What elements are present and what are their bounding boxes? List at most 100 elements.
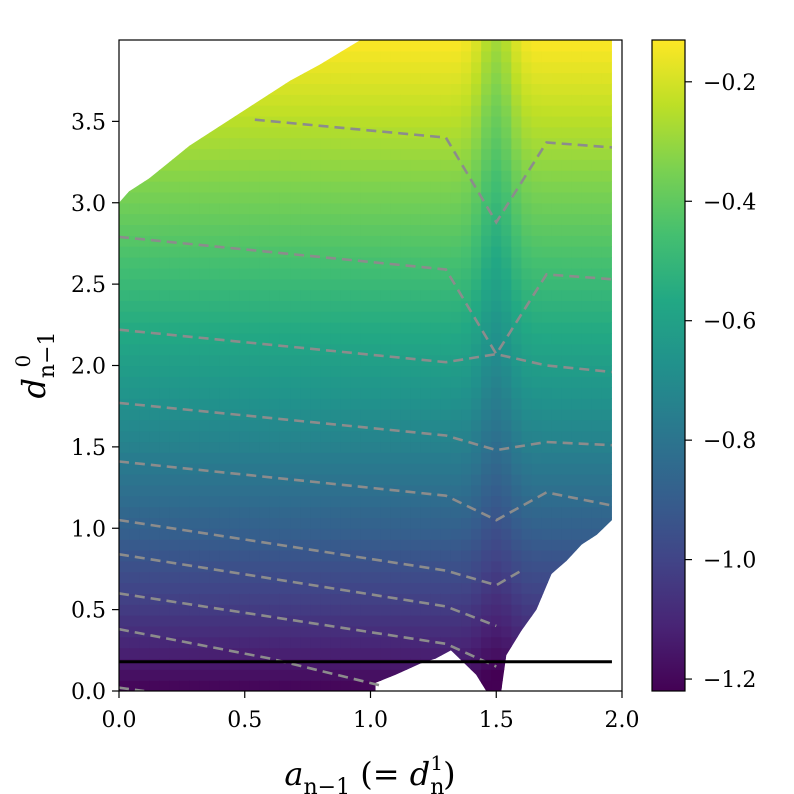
heatmap-cell [380,430,392,443]
heatmap-cell [491,148,502,160]
heatmap-cell [169,257,180,269]
heatmap-cell [159,408,170,421]
heatmap-cell [360,571,372,584]
heatmap-cell [249,94,261,106]
heatmap-cell [139,604,150,616]
heatmap-cell [199,126,211,139]
heatmap-cell [139,408,150,421]
heatmap-cell [601,267,612,280]
heatmap-cell [430,257,442,269]
heatmap-cell [119,474,130,486]
heatmap-cell [612,431,623,442]
heatmap-cell [591,582,603,594]
heatmap-cell [300,647,311,660]
heatmap-cell [119,61,130,74]
heatmap-cell [360,159,372,171]
heatmap-cell [330,658,341,670]
heatmap-cell [139,474,150,486]
heatmap-cell [259,191,271,204]
heatmap-cell [199,484,211,497]
heatmap-cell [571,159,583,171]
heatmap-cell [561,40,573,52]
heatmap-cell [561,278,573,291]
heatmap-cell [189,50,201,63]
heatmap-cell [541,213,553,226]
heatmap-cell [239,549,251,562]
heatmap-cell [612,149,623,160]
heatmap-cell [179,474,191,486]
heatmap-cell [551,235,563,247]
heatmap-cell [400,181,412,193]
heatmap-cell [390,441,402,453]
heatmap-cell [390,539,402,551]
heatmap-cell [189,658,201,670]
heatmap-cell [249,50,261,63]
heatmap-cell [209,506,221,518]
heatmap-cell [199,463,211,475]
heatmap-cell [571,137,583,150]
heatmap-cell [169,115,180,128]
heatmap-cell [601,658,612,670]
heatmap-cell [501,376,512,388]
heatmap-cell [209,582,221,594]
heatmap-cell [461,408,472,421]
heatmap-cell [390,615,402,627]
heatmap-cell [390,430,402,443]
heatmap-cell [370,463,382,475]
heatmap-cell [531,257,543,269]
heatmap-cell [511,343,522,356]
heatmap-cell [350,669,362,681]
heatmap-cell [390,517,402,529]
heatmap-cell [199,50,211,63]
heatmap-cell [440,474,452,486]
heatmap-cell [591,430,603,443]
heatmap-cell [139,495,150,508]
heatmap-cell [581,159,593,171]
heatmap-cell [420,50,432,63]
heatmap-cell [440,50,452,63]
heatmap-cell [279,549,291,562]
heatmap-cell [461,365,472,377]
heatmap-cell [521,61,533,74]
heatmap-cell [380,539,392,551]
heatmap-cell [330,647,341,660]
heatmap-cell [420,484,432,497]
heatmap-cell [279,257,291,269]
heatmap-cell [269,267,281,280]
heatmap-cell [531,560,543,573]
heatmap-cell [169,376,180,388]
heatmap-cell [491,495,502,508]
heatmap-cell [199,278,211,291]
heatmap-cell [169,354,180,367]
heatmap-cell [209,170,221,182]
heatmap-cell [430,680,442,691]
heatmap-cell [410,94,422,106]
heatmap-cell [561,289,573,301]
heatmap-cell [410,332,422,345]
heatmap-cell [139,61,150,74]
heatmap-cell [450,213,462,226]
heatmap-cell [149,224,160,236]
heatmap-cell [189,441,201,453]
heatmap-cell [511,50,522,63]
heatmap-cell [370,170,382,182]
heatmap-cell [290,126,301,139]
heatmap-cell [420,278,432,291]
heatmap-cell [179,191,191,204]
heatmap-cell [380,506,392,518]
heatmap-cell [491,419,502,432]
heatmap-cell [612,517,623,528]
heatmap-cell [440,202,452,215]
heatmap-cell [179,235,191,247]
heatmap-cell [531,408,543,421]
heatmap-cell [350,148,362,160]
heatmap-cell [410,387,422,399]
heatmap-cell [249,202,261,215]
heatmap-cell [591,267,603,280]
heatmap-cell [169,549,180,562]
heatmap-cell [320,625,331,638]
heatmap-cell [239,636,251,649]
heatmap-cell [390,235,402,247]
heatmap-cell [521,267,533,280]
heatmap-cell [551,126,563,139]
